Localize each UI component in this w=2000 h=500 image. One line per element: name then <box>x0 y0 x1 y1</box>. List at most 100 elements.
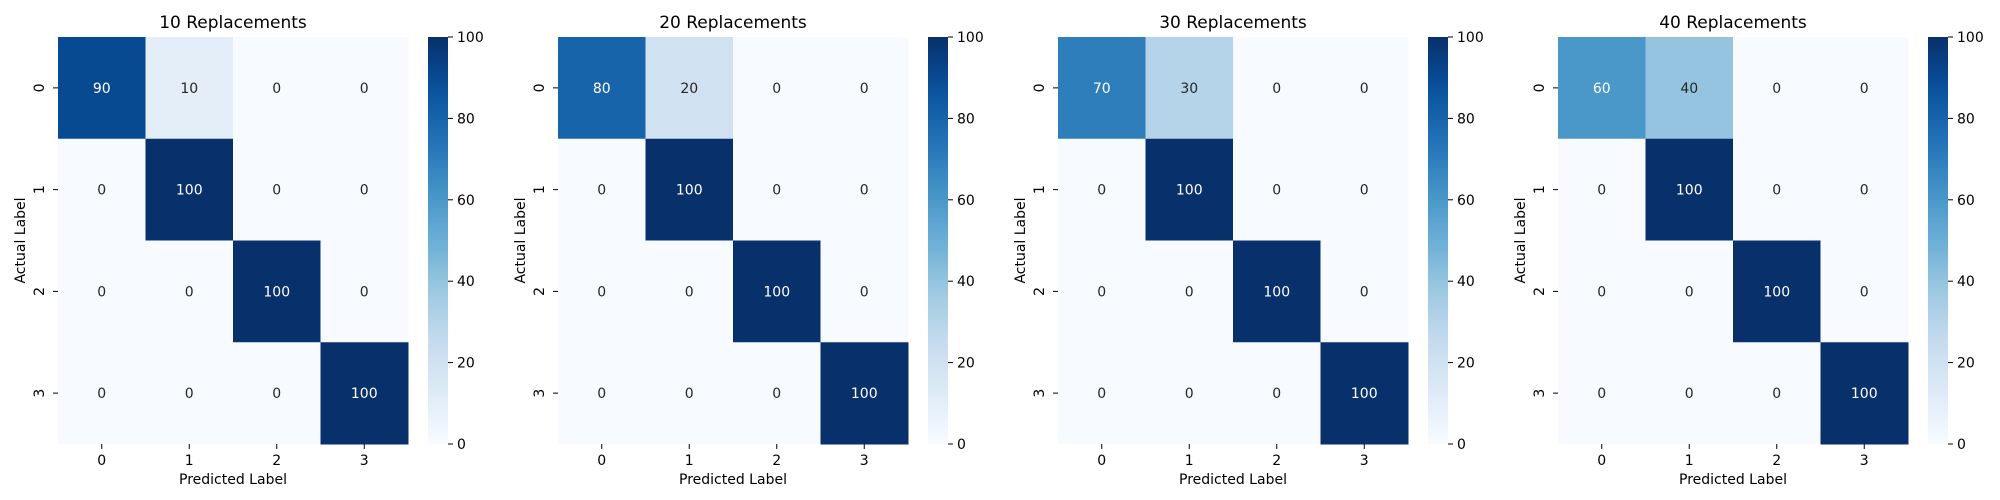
chart-title: 10 Replacements <box>159 13 307 33</box>
cell-value-label: 0 <box>1360 81 1369 97</box>
y-tick-label: 0 <box>532 83 548 92</box>
heatmap-cell <box>820 138 909 241</box>
cell-value-label: 0 <box>597 386 606 402</box>
y-axis-label: Actual Label <box>513 197 529 283</box>
y-tick-label: 1 <box>1032 185 1048 194</box>
colorbar-tick-label: 60 <box>957 193 975 209</box>
cell-value-label: 60 <box>1593 81 1611 97</box>
x-tick-label: 2 <box>772 453 781 469</box>
cell-value-label: 0 <box>1860 183 1869 199</box>
y-axis-label: Actual Label <box>13 197 29 283</box>
cell-value-label: 0 <box>860 183 869 199</box>
heatmap-cell <box>58 342 146 445</box>
heatmap-cell <box>733 37 821 140</box>
heatmap-cell <box>1320 138 1409 241</box>
cell-value-label: 10 <box>180 81 198 97</box>
cell-value-label: 90 <box>93 81 111 97</box>
colorbar-tick-label: 20 <box>1957 356 1975 372</box>
heatmap-cell <box>1820 240 1909 343</box>
heatmap-cell <box>1558 37 1646 140</box>
cell-value-label: 0 <box>1185 386 1194 402</box>
colorbar-tick-label: 0 <box>957 437 966 453</box>
cell-value-label: 0 <box>860 81 869 97</box>
colorbar-tick-label: 100 <box>457 30 484 46</box>
colorbar-tick-label: 60 <box>1957 193 1975 209</box>
cell-value-label: 20 <box>680 81 698 97</box>
x-tick-label: 3 <box>360 453 369 469</box>
heatmap-cell <box>1058 37 1146 140</box>
cell-value-label: 0 <box>1597 183 1606 199</box>
colorbar-tick-label: 20 <box>1457 356 1475 372</box>
cell-value-label: 0 <box>97 386 106 402</box>
heatmap-cell <box>145 37 234 140</box>
x-tick-label: 3 <box>1360 453 1369 469</box>
y-tick-label: 1 <box>1532 185 1548 194</box>
heatmap-cell <box>1058 240 1146 343</box>
chart-title: 30 Replacements <box>1159 13 1307 33</box>
cell-value-label: 100 <box>176 183 203 199</box>
colorbar-tick-label: 80 <box>457 111 475 127</box>
heatmap-cell <box>233 240 321 343</box>
cell-value-label: 0 <box>597 183 606 199</box>
y-tick-label: 1 <box>32 185 48 194</box>
cell-value-label: 0 <box>97 183 106 199</box>
y-tick-label: 2 <box>1532 287 1548 296</box>
heatmap-cell <box>1558 342 1646 445</box>
cell-value-label: 0 <box>1360 183 1369 199</box>
cell-value-label: 0 <box>1685 284 1694 300</box>
heatmap-cell <box>1058 138 1146 241</box>
x-tick-label: 1 <box>1185 453 1194 469</box>
cell-value-label: 0 <box>685 386 694 402</box>
cell-value-label: 100 <box>351 386 378 402</box>
x-tick-label: 0 <box>1597 453 1606 469</box>
cell-value-label: 0 <box>185 386 194 402</box>
heatmap-cell <box>233 37 321 140</box>
x-tick-label: 1 <box>685 453 694 469</box>
cell-value-label: 100 <box>1676 183 1703 199</box>
cell-value-label: 0 <box>1097 386 1106 402</box>
y-tick-label: 3 <box>1032 389 1048 398</box>
x-axis-label: Predicted Label <box>1179 472 1287 488</box>
colorbar-tick-label: 0 <box>457 437 466 453</box>
y-tick-label: 3 <box>1532 389 1548 398</box>
colorbar <box>1928 37 1948 444</box>
y-tick-label: 0 <box>1532 83 1548 92</box>
heatmap-cell <box>1645 342 1734 445</box>
heatmap-cell <box>820 342 909 445</box>
cell-value-label: 80 <box>593 81 611 97</box>
heatmap-cell <box>1320 342 1409 445</box>
cell-value-label: 0 <box>1685 386 1694 402</box>
heatmap-cell <box>1233 342 1321 445</box>
chart-title: 20 Replacements <box>659 13 807 33</box>
heatmap-cell <box>733 342 821 445</box>
cell-value-label: 0 <box>1097 183 1106 199</box>
x-tick-label: 0 <box>1097 453 1106 469</box>
heatmap-cell <box>1733 240 1821 343</box>
heatmap-cell <box>820 240 909 343</box>
cell-value-label: 0 <box>1185 284 1194 300</box>
heatmap-cell <box>145 342 234 445</box>
heatmap-cell <box>58 240 146 343</box>
cell-value-label: 0 <box>1597 284 1606 300</box>
cell-value-label: 0 <box>772 386 781 402</box>
x-tick-label: 1 <box>185 453 194 469</box>
y-tick-label: 0 <box>32 83 48 92</box>
heatmap-cell <box>1733 342 1821 445</box>
x-tick-label: 0 <box>597 453 606 469</box>
cell-value-label: 0 <box>1272 81 1281 97</box>
heatmap-cell <box>1645 240 1734 343</box>
cell-value-label: 0 <box>360 81 369 97</box>
heatmap-cell <box>1733 138 1821 241</box>
heatmap-cell <box>1320 240 1409 343</box>
colorbar-tick-label: 40 <box>1957 274 1975 290</box>
heatmap-cell <box>233 138 321 241</box>
cell-value-label: 0 <box>185 284 194 300</box>
cell-value-label: 100 <box>851 386 878 402</box>
y-tick-label: 0 <box>1032 83 1048 92</box>
colorbar <box>928 37 948 444</box>
heatmap-cell <box>1558 240 1646 343</box>
heatmap-cell <box>558 138 646 241</box>
cell-value-label: 30 <box>1180 81 1198 97</box>
